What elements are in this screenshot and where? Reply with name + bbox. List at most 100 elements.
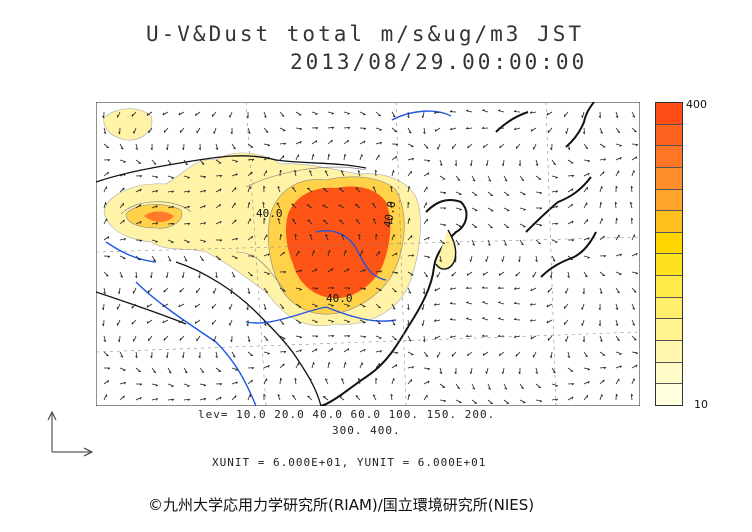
wind-vector — [103, 236, 110, 241]
wind-vector — [231, 143, 236, 150]
wind-vector — [355, 219, 361, 225]
wind-vector — [503, 239, 507, 246]
wind-vector — [338, 188, 345, 193]
wind-vector — [563, 319, 569, 325]
wind-vector — [467, 143, 473, 149]
wind-vector — [567, 174, 575, 177]
wind-vector — [599, 143, 606, 148]
wind-vector-head — [135, 147, 138, 151]
wind-vector-head — [372, 186, 376, 189]
wind-vector-head — [619, 353, 622, 355]
wind-vector-head — [276, 202, 280, 205]
arrow-axes-icon — [47, 410, 94, 457]
wind-vector — [486, 159, 489, 166]
wind-vector-head — [315, 348, 318, 352]
wind-vector-head — [187, 385, 190, 387]
wind-vector-head — [347, 113, 350, 115]
wind-vector-head — [329, 250, 331, 253]
wind-vector-head — [408, 393, 411, 397]
wind-vector-head — [439, 163, 443, 166]
wind-vector-head — [443, 224, 447, 227]
wind-vector — [407, 143, 414, 147]
wind-vector — [631, 335, 637, 341]
wind-vector — [535, 175, 542, 180]
wind-vector-head — [139, 383, 143, 386]
wind-vector — [439, 399, 446, 402]
wind-vector — [215, 159, 222, 164]
wind-vector-head — [501, 259, 503, 262]
wind-vector-head — [187, 205, 191, 209]
wind-vector-head — [118, 339, 120, 343]
wind-vector — [519, 175, 525, 181]
wind-vector-head — [347, 305, 350, 307]
wind-vector — [514, 287, 521, 290]
wind-vector — [455, 175, 461, 181]
wind-vector-head — [454, 259, 457, 263]
wind-vector — [391, 364, 398, 369]
wind-vector — [327, 303, 334, 306]
wind-vector-head — [497, 286, 501, 289]
wind-vector — [324, 378, 329, 385]
wind-vector-head — [166, 147, 168, 151]
wind-vector-head — [247, 339, 251, 343]
wind-vector-head — [102, 307, 104, 311]
wind-vector — [263, 378, 267, 385]
wind-vector — [247, 127, 251, 134]
wind-vector-head — [347, 321, 350, 323]
wind-vector — [343, 348, 350, 353]
wind-vector-head — [393, 170, 395, 173]
wind-vector — [423, 236, 430, 241]
wind-vector-head — [619, 365, 622, 369]
wind-vector — [487, 175, 492, 182]
wind-vector-head — [179, 338, 181, 341]
wind-vector-head — [265, 131, 269, 133]
wind-vector-head — [264, 115, 267, 118]
wind-vector — [247, 171, 253, 177]
wind-vector — [231, 159, 238, 162]
wind-vector — [535, 239, 541, 245]
wind-vector-head — [292, 218, 295, 221]
wind-vector-head — [103, 131, 107, 134]
wind-vector-head — [340, 170, 344, 173]
wind-vector — [247, 235, 253, 241]
wind-vector-head — [299, 141, 302, 144]
wind-vector-head — [219, 396, 222, 400]
wind-vector-head — [187, 241, 190, 243]
wind-vector — [194, 319, 201, 324]
wind-vector-head — [155, 384, 158, 387]
wind-vector — [599, 186, 603, 193]
wind-vector-head — [153, 163, 157, 165]
wind-vector — [131, 111, 137, 117]
wind-vector — [583, 159, 590, 162]
wind-vector — [119, 219, 125, 225]
wind-vector — [162, 303, 169, 308]
wind-vector — [423, 255, 430, 258]
wind-vector-head — [600, 131, 603, 134]
wind-vector-head — [375, 377, 378, 381]
wind-vector — [423, 394, 428, 401]
wind-vector — [117, 319, 121, 326]
wind-vector-head — [390, 393, 393, 397]
wind-vector — [599, 366, 607, 369]
wind-vector — [135, 204, 142, 209]
wind-vector-head — [482, 301, 485, 303]
wind-vector-head — [567, 355, 570, 359]
wind-vector-head — [395, 143, 399, 146]
wind-vector — [391, 303, 396, 310]
wind-vector — [423, 380, 430, 385]
wind-vector-head — [407, 115, 410, 119]
wind-vector-head — [433, 111, 437, 114]
wind-vector-head — [497, 334, 501, 337]
wind-vector — [359, 319, 366, 323]
wind-vector-head — [603, 379, 605, 383]
wind-vector — [567, 203, 573, 209]
wind-vector-head — [535, 163, 539, 167]
colorbar-swatch — [656, 210, 682, 232]
wind-vector-head — [600, 201, 603, 205]
wind-vector — [279, 234, 282, 241]
wind-vector — [119, 187, 125, 193]
wind-vector — [532, 271, 537, 278]
wind-vector — [407, 351, 414, 356]
wind-vector — [151, 205, 158, 209]
wind-vector-head — [203, 176, 207, 179]
